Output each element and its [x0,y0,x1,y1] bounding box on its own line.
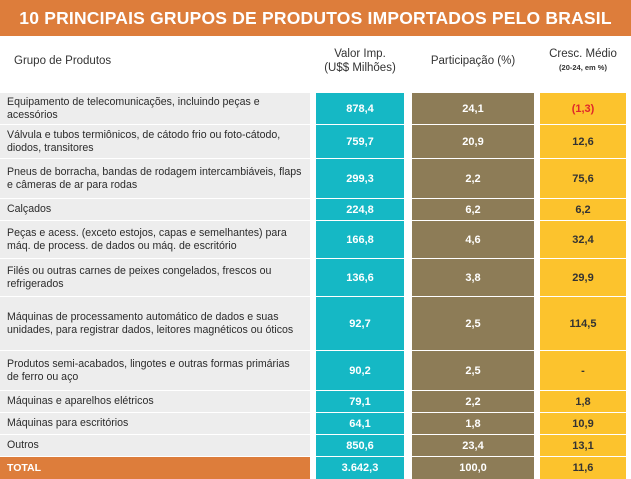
row-growth: 75,6 [540,158,626,198]
row-label: Máquinas de processamento automático de … [0,296,310,350]
table-row: Equipamento de telecomunicações, incluin… [0,92,631,124]
row-value: 79,1 [316,390,404,412]
row-value: 878,4 [316,92,404,124]
header-share: Participação (%) [430,55,516,67]
row-label: Outros [0,434,310,456]
row-value: 299,3 [316,158,404,198]
row-label: Peças e acess. (exceto estojos, capas e … [0,220,310,258]
row-growth: 12,6 [540,124,626,158]
row-share: 2,2 [412,158,534,198]
row-growth: (1,3) [540,92,626,124]
row-label: Equipamento de telecomunicações, incluin… [0,92,310,124]
table-row: Válvula e tubos termiônicos, de cátodo f… [0,124,631,158]
header-value: Valor Imp. (U$$ Milhões) [316,36,404,86]
row-growth: 13,1 [540,434,626,456]
row-value: 64,1 [316,412,404,434]
row-share: 3,8 [412,258,534,296]
row-value: 90,2 [316,350,404,390]
table-row: Outros 850,6 23,4 13,1 [0,434,631,456]
row-share: 1,8 [412,412,534,434]
row-growth: 29,9 [540,258,626,296]
table-row: Máquinas de processamento automático de … [0,296,631,350]
row-share: 24,1 [412,92,534,124]
total-growth: 11,6 [540,456,626,479]
row-growth: 114,5 [540,296,626,350]
row-value: 224,8 [316,198,404,220]
row-growth: 32,4 [540,220,626,258]
row-growth: - [540,350,626,390]
row-share: 23,4 [412,434,534,456]
table-row: Máquinas para escritórios 64,1 1,8 10,9 [0,412,631,434]
row-value: 759,7 [316,124,404,158]
row-label: Produtos semi-acabados, lingotes e outra… [0,350,310,390]
total-share: 100,0 [412,456,534,479]
header-growth: Cresc. Médio (20-24, em %) [540,36,626,86]
row-label: Calçados [0,198,310,220]
row-growth: 10,9 [540,412,626,434]
total-row: TOTAL 3.642,3 100,0 11,6 [0,456,631,479]
row-growth: 6,2 [540,198,626,220]
page-title: 10 PRINCIPAIS GRUPOS DE PRODUTOS IMPORTA… [0,0,631,36]
header-growth-line1: Cresc. Médio [549,48,617,60]
row-share: 2,5 [412,296,534,350]
row-label: Máquinas para escritórios [0,412,310,434]
table-row: Máquinas e aparelhos elétricos 79,1 2,2 … [0,390,631,412]
row-value: 92,7 [316,296,404,350]
table-row: Peças e acess. (exceto estojos, capas e … [0,220,631,258]
header-value-line1: Valor Imp. [334,48,386,60]
row-label: Pneus de borracha, bandas de rodagem int… [0,158,310,198]
header-group: Grupo de Produtos [14,55,112,67]
row-label: Filés ou outras carnes de peixes congela… [0,258,310,296]
row-value: 850,6 [316,434,404,456]
table-row: Filés ou outras carnes de peixes congela… [0,258,631,296]
row-share: 6,2 [412,198,534,220]
table-row: Calçados 224,8 6,2 6,2 [0,198,631,220]
total-label: TOTAL [0,456,310,479]
row-label: Máquinas e aparelhos elétricos [0,390,310,412]
header-growth-line2: (20-24, em %) [559,63,607,72]
row-value: 166,8 [316,220,404,258]
table-row: Pneus de borracha, bandas de rodagem int… [0,158,631,198]
row-growth: 1,8 [540,390,626,412]
total-value: 3.642,3 [316,456,404,479]
row-share: 4,6 [412,220,534,258]
header-value-line2: (U$$ Milhões) [324,62,396,74]
row-share: 2,5 [412,350,534,390]
row-value: 136,6 [316,258,404,296]
row-label: Válvula e tubos termiônicos, de cátodo f… [0,124,310,158]
table-row: Produtos semi-acabados, lingotes e outra… [0,350,631,390]
row-share: 2,2 [412,390,534,412]
row-share: 20,9 [412,124,534,158]
